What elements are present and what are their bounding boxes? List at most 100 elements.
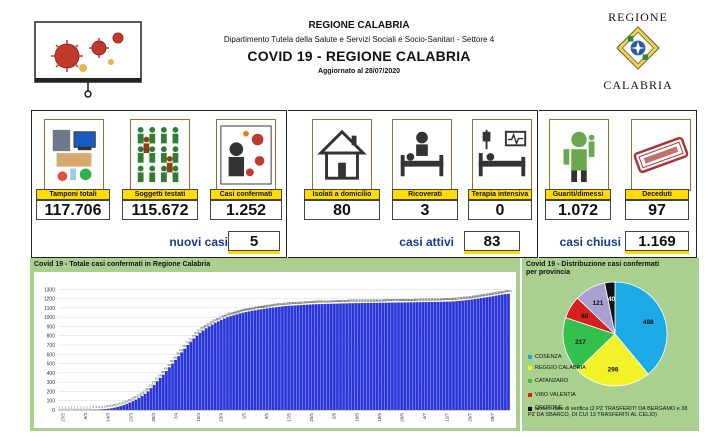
new-cases-label: nuovi casi — [169, 235, 228, 249]
bar — [507, 293, 510, 410]
bar-data-label: 1120 — [282, 302, 289, 306]
stat-label-terapia: Terapia intensiva — [468, 189, 532, 200]
bar — [464, 300, 468, 410]
pie-slice — [562, 317, 616, 371]
dashboard: REGIONE CALABRIA Dipartimento Tutela del… — [9, 6, 708, 431]
x-tick-label: 27/2 — [61, 413, 66, 422]
virus-banner-image — [33, 18, 143, 98]
page-title: COVID 19 - REGIONE CALABRIA — [247, 48, 471, 64]
bar-data-label: 1158 — [398, 298, 405, 302]
bar-data-label: 1 — [83, 405, 85, 409]
bar — [479, 298, 483, 410]
new-cases-value: 5 — [228, 231, 280, 251]
region-emblem-icon — [616, 26, 660, 70]
bar-data-label: 200 — [146, 387, 151, 391]
bar — [253, 310, 257, 410]
bar — [436, 301, 440, 410]
x-tick-label: 30/3 — [151, 413, 156, 422]
legend-item: VIBO VALENTIA — [528, 392, 576, 398]
bar-data-label: 420 — [164, 367, 169, 371]
bar-data-label: 1151 — [353, 299, 360, 303]
bar — [281, 306, 284, 410]
bar — [259, 309, 263, 410]
y-tick-label: 400 — [47, 371, 56, 377]
bar — [296, 305, 300, 410]
bar-data-label: 1048 — [239, 308, 246, 312]
bar-data-label: 1080 — [255, 305, 262, 309]
bar — [354, 303, 358, 410]
x-tick-label: 12/7 — [445, 413, 450, 422]
bar-data-label: 1170 — [450, 297, 457, 301]
stat-value-tamponi: 117.706 — [36, 200, 110, 220]
bar — [449, 301, 452, 410]
bar-data-label: 42 — [119, 402, 123, 406]
bar — [134, 399, 138, 410]
bar — [201, 330, 205, 410]
bar-data-label: 1167 — [444, 297, 451, 301]
bar-data-label: 1252 — [505, 289, 512, 293]
bar-data-label: 1210 — [481, 293, 488, 297]
closed-cases-value: 1.169 — [625, 231, 689, 251]
bar-data-label: 855 — [201, 326, 206, 330]
legend-label: COSENZA — [535, 354, 562, 360]
bar-data-label: 500 — [170, 359, 175, 363]
bar — [339, 303, 342, 410]
bar-chart-plot: 0100200300400500600700800900100011001200… — [34, 272, 516, 428]
active-cases-underline — [464, 251, 520, 254]
bar — [198, 332, 202, 410]
bar-data-label: 53 — [122, 401, 126, 405]
bar — [128, 402, 132, 410]
x-tick-label: 4/7 — [422, 413, 427, 420]
bar-data-label: 1195 — [472, 295, 479, 299]
stat-label-confermati: Casi confermati — [210, 189, 282, 200]
pie-slice — [604, 281, 616, 335]
bar-data-label: 1226 — [490, 292, 497, 296]
bar-data-label: 920 — [210, 320, 215, 324]
bar — [442, 301, 446, 410]
bar-data-label: 1215 — [484, 293, 491, 297]
bar — [113, 407, 116, 410]
legend-label: CROTONE — [535, 405, 563, 411]
bar-data-label: 1157 — [392, 298, 399, 302]
bar-data-label: 1153 — [365, 298, 372, 302]
bar-data-label: 1134 — [304, 300, 311, 304]
bar-data-label: 1164 — [435, 297, 442, 301]
bar — [146, 391, 150, 410]
bar — [375, 302, 379, 410]
bar — [195, 335, 199, 410]
bar — [363, 303, 367, 410]
bar-data-label: 3 — [92, 405, 94, 409]
bar-data-label: 1232 — [493, 291, 500, 295]
bar-data-label: 1112 — [276, 302, 283, 306]
bar-data-label: 235 — [149, 384, 154, 388]
y-tick-label: 700 — [47, 343, 56, 349]
bar-data-label: 66 — [125, 399, 129, 403]
bar-data-label: 1154 — [374, 298, 381, 302]
pie-value-label: 88 — [581, 313, 589, 320]
bar — [333, 303, 336, 410]
deceased-stamp-icon — [631, 119, 691, 191]
bar-data-label: 1155 — [377, 298, 384, 302]
bar-data-label: 1159 — [404, 298, 411, 302]
bar-data-label: 1149 — [343, 299, 350, 303]
bar — [107, 408, 110, 410]
pie-slice — [577, 333, 649, 387]
bar-data-label: 1144 — [328, 299, 335, 303]
y-tick-label: 1000 — [44, 315, 55, 321]
bar-data-label: 1145 — [331, 299, 338, 303]
region-logo: REGIONE CALABRIA — [583, 10, 693, 102]
bar-data-label: 830 — [198, 328, 203, 332]
bar-data-label: 19 — [110, 404, 114, 408]
confirmed-case-icon — [216, 119, 276, 191]
bar-data-label: 95 — [131, 397, 135, 401]
bar-data-label: 460 — [167, 363, 172, 367]
legend-label: REGGIO CALABRIA — [535, 365, 586, 371]
x-tick-label: 25/5 — [309, 413, 314, 422]
bar — [122, 405, 126, 410]
bar-data-label: 1161 — [417, 298, 424, 302]
bar — [207, 326, 211, 410]
bar — [446, 301, 449, 410]
lab-test-icon — [44, 119, 104, 191]
x-tick-label: 28/7 — [490, 413, 495, 422]
active-cases-label: casi attivi — [399, 235, 454, 249]
